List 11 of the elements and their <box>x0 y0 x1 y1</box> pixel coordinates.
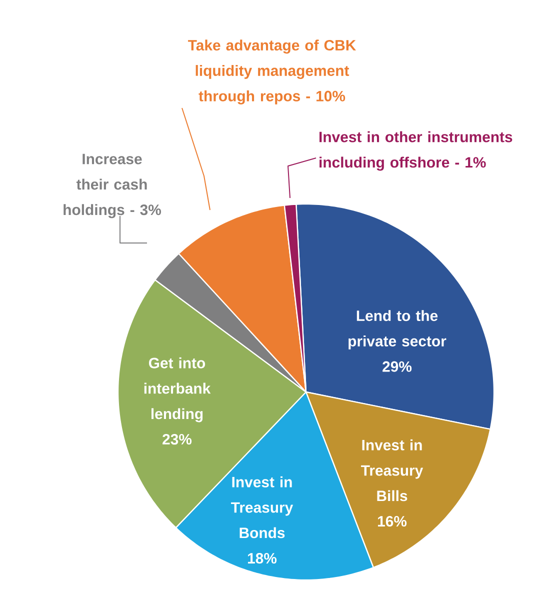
slice-label: Increase their cash holdings - 3% <box>64 154 162 218</box>
data-label: 18% <box>248 553 277 564</box>
slice-label: Invest in Treasury Bonds <box>231 476 294 538</box>
data-label: 23% <box>162 434 192 445</box>
slice-label: Get into interbank lending <box>144 357 211 422</box>
data-label: 29% <box>382 361 412 372</box>
slice-label: Invest in other instruments including offshore - 1% <box>320 131 512 171</box>
slice-label: Lend to the private sector <box>348 310 446 350</box>
data-label: 16% <box>378 516 407 527</box>
slice-label: Invest in Treasury Bills <box>361 439 424 502</box>
slice-label: Take advantage of CBK liquidity management through repos - 10% <box>188 40 356 104</box>
